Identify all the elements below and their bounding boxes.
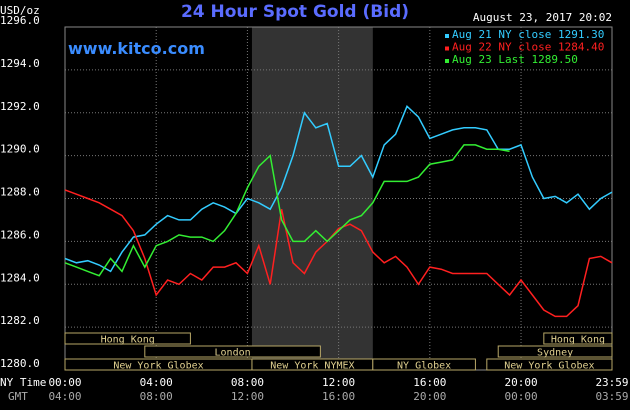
legend-label: Aug 23 Last 1289.50 [452,53,578,66]
x2-tick-label: 04:00 [48,390,81,403]
session-box [372,358,476,371]
x2-tick-label: 08:00 [140,390,173,403]
series-line [64,105,613,273]
y-tick-label: 1292.0 [0,100,40,113]
x-tick-label: 04:00 [140,376,173,389]
y-tick-label: 1284.0 [0,271,40,284]
session-shade [251,27,373,370]
legend-label: Aug 21 NY close 1291.30 [452,28,604,41]
session-box [497,345,613,358]
series-line [64,189,613,318]
y-tick-label: 1290.0 [0,143,40,156]
x-tick-label: 23:59 [595,376,628,389]
session-label: London [215,348,251,359]
x2-tick-label: 20:00 [413,390,446,403]
y-tick-label: 1294.0 [0,57,40,70]
session-label: Hong Kong [551,335,605,346]
x-tick-label: 16:00 [413,376,446,389]
legend-label: Aug 22 NY close 1284.40 [452,41,604,54]
y-tick-label: 1282.0 [0,314,40,327]
legend-swatch [445,34,449,38]
y-tick-label: 1286.0 [0,228,40,241]
x2-tick-label: 00:00 [504,390,537,403]
legend-swatch [445,59,449,63]
legend-swatch [445,46,449,51]
session-label: NY Globex [397,361,451,372]
session-box [486,358,613,371]
x-tick-label: 20:00 [504,376,537,389]
session-box [64,332,191,345]
session-label: Sydney [537,348,573,359]
y-tick-label: 1288.0 [0,186,40,199]
x2-tick-label: 03:59 [595,390,628,403]
x-tick-label: 08:00 [231,376,264,389]
series-line [64,144,510,277]
chart-title: 24 Hour Spot Gold (Bid) [181,2,409,22]
session-label: New York NYMEX [270,361,354,372]
session-label: New York Globex [113,361,203,372]
session-box [144,345,321,358]
chart-subtitle: www.kitco.com [68,39,205,58]
x2-tick-label: 16:00 [322,390,355,403]
y-tick-label: 1280.0 [0,357,40,370]
x2-axis-label: GMT [8,390,28,403]
session-label: New York Globex [504,361,594,372]
timestamp: August 23, 2017 20:02 [473,11,612,24]
y-tick-label: 1296.0 [0,14,40,27]
x2-tick-label: 12:00 [231,390,264,403]
session-box [543,332,613,345]
y-unit-label: USD/oz [0,4,40,17]
x-tick-label: 00:00 [48,376,81,389]
session-label: Hong Kong [101,335,155,346]
x-tick-label: 12:00 [322,376,355,389]
x-axis-label: NY Time [0,376,46,389]
shade-layer [251,27,373,370]
